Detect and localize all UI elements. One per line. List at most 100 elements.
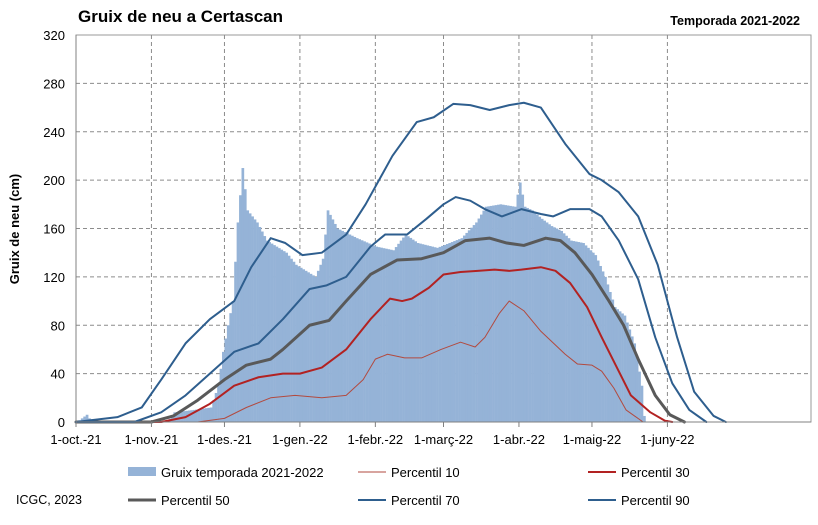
snow-depth-bar <box>436 247 439 422</box>
snow-depth-bar <box>243 189 247 422</box>
snow-depth-bar <box>577 242 581 422</box>
snow-depth-bar <box>494 205 498 422</box>
snow-depth-bar <box>601 271 605 422</box>
snow-depth-bar <box>170 415 174 422</box>
snow-depth-bar <box>572 241 576 422</box>
snow-depth-bar <box>338 229 342 422</box>
y-axis-label: Gruix de neu (cm) <box>7 174 22 285</box>
snow-depth-bar <box>441 245 444 422</box>
snow-depth-bar <box>409 237 413 422</box>
percentile-lines <box>74 101 727 424</box>
y-tick-label: 120 <box>43 270 65 285</box>
snow-depth-bar <box>574 241 578 422</box>
snow-depth-bar <box>633 343 637 422</box>
legend-swatch-bar <box>128 467 156 476</box>
snow-depth-bar <box>460 238 464 422</box>
snow-depth-bar <box>280 249 284 422</box>
snow-depth-bar <box>372 245 376 422</box>
snow-depth-bar <box>555 228 559 422</box>
legend: Gruix temporada 2021-2022 Percentil 10 Per… <box>128 465 690 508</box>
snow-depth-bar <box>591 252 595 422</box>
snow-depth-bar <box>557 229 561 422</box>
snow-depth-bar <box>382 248 386 422</box>
snow-depth-bar <box>80 418 84 422</box>
snow-depth-bar <box>365 242 369 422</box>
snow-depth-bar <box>394 247 398 422</box>
snow-depth-bar <box>565 235 568 422</box>
snow-depth-bar <box>263 236 267 422</box>
snow-depth-bar <box>324 234 327 422</box>
snow-depth-bar <box>531 210 534 422</box>
snow-depth-bar <box>548 224 551 422</box>
snow-depth-bar <box>299 267 303 422</box>
snow-depth-bar <box>217 385 220 422</box>
snow-depth-bar <box>258 226 262 422</box>
snow-depth-bar <box>570 240 573 422</box>
snow-depth-bar <box>343 232 347 422</box>
snow-depth-bar <box>433 247 437 422</box>
snow-depth-bar <box>341 230 344 422</box>
season-label: Temporada 2021-2022 <box>670 14 800 28</box>
snow-depth-bar <box>190 410 194 422</box>
snow-depth-bar <box>543 220 546 422</box>
snow-depth-bar <box>596 260 600 422</box>
snow-depth-bar <box>239 195 242 422</box>
x-tick-label: 1-febr.-22 <box>348 432 404 447</box>
snow-depth-bar <box>195 409 198 422</box>
snow-depth-bar <box>567 238 571 422</box>
snow-depth-bar <box>518 182 522 422</box>
snow-depth-bar <box>516 194 520 422</box>
snow-depth-bar <box>482 210 486 422</box>
snow-depth-bar <box>450 242 454 422</box>
legend-label: Percentil 90 <box>621 493 690 508</box>
snow-depth-bar <box>197 409 201 422</box>
x-tick-label: 1-març-22 <box>414 432 473 447</box>
snow-depth-bar <box>445 243 449 422</box>
snow-depth-bar <box>628 329 632 422</box>
snow-depth-bar <box>358 239 362 422</box>
snow-depth-bar <box>501 204 505 422</box>
x-tick-labels: 1-oct.-21 1-nov.-21 1-des.-21 1-gen.-22 1-fe… <box>50 432 694 447</box>
snow-depth-bar <box>484 206 488 422</box>
snow-depth-bar <box>256 222 259 422</box>
snow-depth-bar <box>638 371 641 422</box>
snow-depth-bar <box>458 239 461 422</box>
snow-depth-bar <box>472 225 476 422</box>
legend-label: Gruix temporada 2021-2022 <box>161 465 324 480</box>
credit-label: ICGC, 2023 <box>16 493 82 507</box>
snow-depth-bar <box>550 226 554 422</box>
snow-depth-bar <box>411 239 415 422</box>
snow-depth-bar <box>553 227 556 422</box>
snow-depth-bar <box>214 392 218 422</box>
axes <box>75 35 811 427</box>
snow-depth-bar <box>487 206 490 422</box>
x-tick-label: 1-juny-22 <box>640 432 694 447</box>
snow-depth-bar <box>448 243 452 422</box>
snow-depth-bar <box>314 276 318 422</box>
legend-label: Percentil 30 <box>621 465 690 480</box>
snow-depth-bar <box>380 247 383 422</box>
snow-depth-bar <box>85 414 89 422</box>
y-tick-label: 40 <box>51 367 65 382</box>
snow-depth-bar <box>202 408 206 422</box>
snow-depth-bar <box>231 301 235 422</box>
snow-depth-bar <box>389 249 393 422</box>
snow-depth-bar <box>431 246 435 422</box>
snow-depth-bar <box>497 204 500 422</box>
snow-depth-bar <box>363 241 366 422</box>
snow-depth-bar <box>265 240 269 422</box>
snow-depth-bar <box>207 407 211 422</box>
snow-depth-bar <box>222 351 225 422</box>
snow-depth-bar <box>584 245 588 422</box>
snow-depth-bar <box>209 407 213 422</box>
snow-depth-bar <box>234 261 237 422</box>
snow-depth-bar <box>353 236 357 422</box>
legend-label: Percentil 50 <box>161 493 230 508</box>
snow-depth-bar <box>377 247 381 422</box>
snow-depth-bar <box>178 411 181 422</box>
snow-depth-bar <box>336 228 340 422</box>
snow-depth-bar <box>455 240 459 422</box>
snow-depth-bar <box>616 309 619 422</box>
snow-depth-bar <box>387 249 391 422</box>
